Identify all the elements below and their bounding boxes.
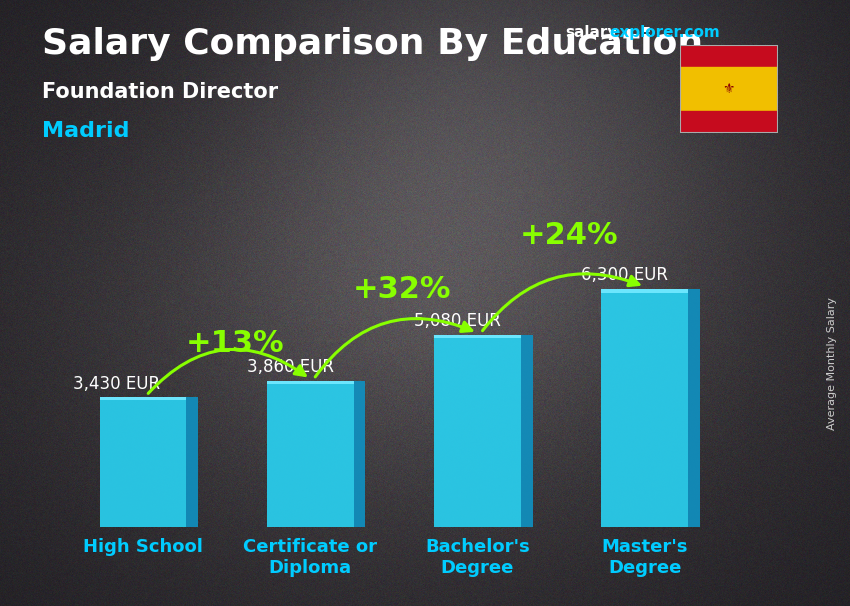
Bar: [434, 335, 521, 338]
Text: 3,860 EUR: 3,860 EUR: [246, 359, 334, 376]
Bar: [99, 398, 186, 399]
Polygon shape: [186, 398, 198, 527]
Text: ⚜: ⚜: [722, 82, 735, 96]
Text: salary: salary: [565, 25, 618, 41]
Text: Salary Comparison By Education: Salary Comparison By Education: [42, 27, 704, 61]
Text: 5,080 EUR: 5,080 EUR: [414, 312, 501, 330]
Text: Foundation Director: Foundation Director: [42, 82, 279, 102]
Polygon shape: [521, 335, 533, 527]
Text: Average Monthly Salary: Average Monthly Salary: [827, 297, 837, 430]
Bar: [601, 288, 688, 527]
Bar: [680, 112, 778, 133]
Bar: [267, 381, 354, 384]
Bar: [680, 67, 778, 112]
Text: +32%: +32%: [353, 275, 451, 304]
Text: +24%: +24%: [520, 221, 619, 250]
Bar: [99, 398, 186, 527]
Text: 6,300 EUR: 6,300 EUR: [581, 266, 668, 284]
Polygon shape: [688, 288, 700, 527]
Text: 3,430 EUR: 3,430 EUR: [73, 375, 160, 393]
Bar: [601, 288, 688, 293]
Text: explorer.com: explorer.com: [609, 25, 720, 41]
Polygon shape: [354, 381, 366, 527]
Bar: [434, 335, 521, 527]
Text: Madrid: Madrid: [42, 121, 130, 141]
Text: +13%: +13%: [185, 328, 284, 358]
Bar: [267, 381, 354, 527]
Bar: [680, 45, 778, 67]
